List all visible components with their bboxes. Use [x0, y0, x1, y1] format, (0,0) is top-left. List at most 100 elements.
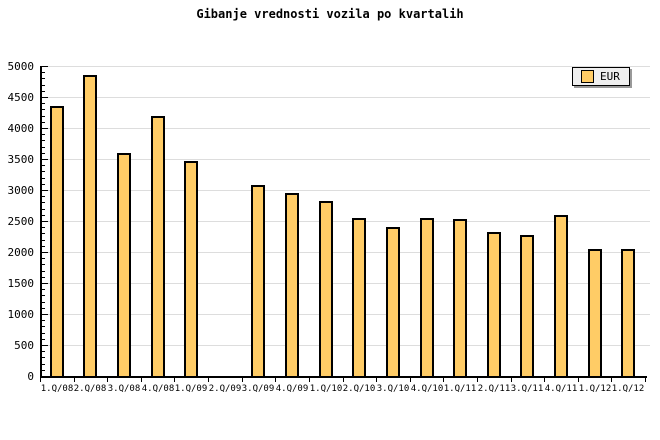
- y-gridline: [41, 66, 650, 67]
- y-minor-tick: [42, 233, 45, 234]
- y-minor-tick: [42, 351, 45, 352]
- y-minor-tick: [42, 147, 45, 148]
- x-tick: [578, 378, 579, 382]
- bar: [520, 235, 534, 376]
- y-gridline: [41, 314, 650, 315]
- x-tick-label: 1.Q/11: [443, 384, 477, 394]
- y-minor-tick: [42, 271, 45, 272]
- y-axis: [40, 66, 42, 378]
- y-minor-tick: [42, 246, 45, 247]
- bar: [285, 193, 299, 376]
- x-tick-label: 1.Q/09: [174, 384, 208, 394]
- x-axis: [40, 376, 647, 378]
- y-major-tick: [42, 314, 48, 315]
- bar: [420, 218, 434, 376]
- y-major-tick: [42, 221, 48, 222]
- bar: [621, 249, 635, 376]
- y-minor-tick: [42, 227, 45, 228]
- y-minor-tick: [42, 178, 45, 179]
- y-minor-tick: [42, 72, 45, 73]
- bar: [117, 153, 131, 376]
- x-tick: [544, 378, 545, 382]
- y-minor-tick: [42, 122, 45, 123]
- y-minor-tick: [42, 171, 45, 172]
- bar: [50, 106, 64, 376]
- y-minor-tick: [42, 116, 45, 117]
- x-tick-label: 3.Q/08: [107, 384, 141, 394]
- bar: [588, 249, 602, 376]
- y-minor-tick: [42, 302, 45, 303]
- x-tick-label: 4.Q/08: [141, 384, 175, 394]
- x-tick-label: 1.Q/10: [309, 384, 343, 394]
- x-tick: [410, 378, 411, 382]
- y-gridline: [41, 345, 650, 346]
- x-tick-label: 2.Q/10: [342, 384, 376, 394]
- y-gridline: [41, 283, 650, 284]
- y-minor-tick: [42, 370, 45, 371]
- y-gridline: [41, 252, 650, 253]
- bar: [352, 218, 366, 376]
- bar: [453, 219, 467, 376]
- x-tick: [309, 378, 310, 382]
- x-tick-label: 1.Q/08: [40, 384, 74, 394]
- x-tick: [376, 378, 377, 382]
- bar: [184, 161, 198, 376]
- y-major-tick: [42, 252, 48, 253]
- y-gridline: [41, 128, 650, 129]
- x-tick-label: 4.Q/11: [544, 384, 578, 394]
- bar: [386, 227, 400, 376]
- y-gridline: [41, 221, 650, 222]
- y-minor-tick: [42, 264, 45, 265]
- y-major-tick: [42, 66, 48, 67]
- y-minor-tick: [42, 308, 45, 309]
- bar: [487, 232, 501, 376]
- x-tick: [443, 378, 444, 382]
- y-gridline: [41, 97, 650, 98]
- y-tick-label: 3500: [7, 153, 35, 166]
- x-tick: [141, 378, 142, 382]
- y-minor-tick: [42, 364, 45, 365]
- x-tick: [107, 378, 108, 382]
- y-minor-tick: [42, 277, 45, 278]
- y-minor-tick: [42, 295, 45, 296]
- bar: [83, 75, 97, 376]
- x-tick: [208, 378, 209, 382]
- x-tick-label: 2.Q/09: [208, 384, 242, 394]
- x-tick-label: 1.Q/12: [611, 384, 645, 394]
- legend: EUR: [572, 67, 630, 86]
- x-tick-label: 3.Q/10: [376, 384, 410, 394]
- x-tick-label: 1.Q/12: [578, 384, 612, 394]
- y-tick-label: 4000: [7, 122, 35, 135]
- y-tick-label: 1500: [7, 277, 35, 290]
- x-tick: [511, 378, 512, 382]
- x-tick-label: 2.Q/11: [477, 384, 511, 394]
- chart-title: Gibanje vrednosti vozila po kvartalih: [196, 7, 464, 21]
- x-tick-label: 4.Q/09: [275, 384, 309, 394]
- y-minor-tick: [42, 140, 45, 141]
- x-tick: [242, 378, 243, 382]
- bar: [554, 215, 568, 376]
- y-minor-tick: [42, 103, 45, 104]
- x-tick: [275, 378, 276, 382]
- y-minor-tick: [42, 357, 45, 358]
- y-tick-label: 4500: [7, 91, 35, 104]
- x-tick-label: 4.Q/10: [410, 384, 444, 394]
- y-tick-label: 1000: [7, 308, 35, 321]
- y-minor-tick: [42, 333, 45, 334]
- x-tick-label: 3.Q/11: [510, 384, 544, 394]
- y-tick-label: 2000: [7, 246, 35, 259]
- y-major-tick: [42, 190, 48, 191]
- y-minor-tick: [42, 85, 45, 86]
- x-tick: [343, 378, 344, 382]
- y-minor-tick: [42, 184, 45, 185]
- y-tick-label: 0: [27, 370, 34, 383]
- y-minor-tick: [42, 78, 45, 79]
- x-tick-label: 2.Q/08: [73, 384, 107, 394]
- bar: [251, 185, 265, 376]
- x-tick: [74, 378, 75, 382]
- y-minor-tick: [42, 240, 45, 241]
- y-minor-tick: [42, 165, 45, 166]
- x-tick: [611, 378, 612, 382]
- y-minor-tick: [42, 215, 45, 216]
